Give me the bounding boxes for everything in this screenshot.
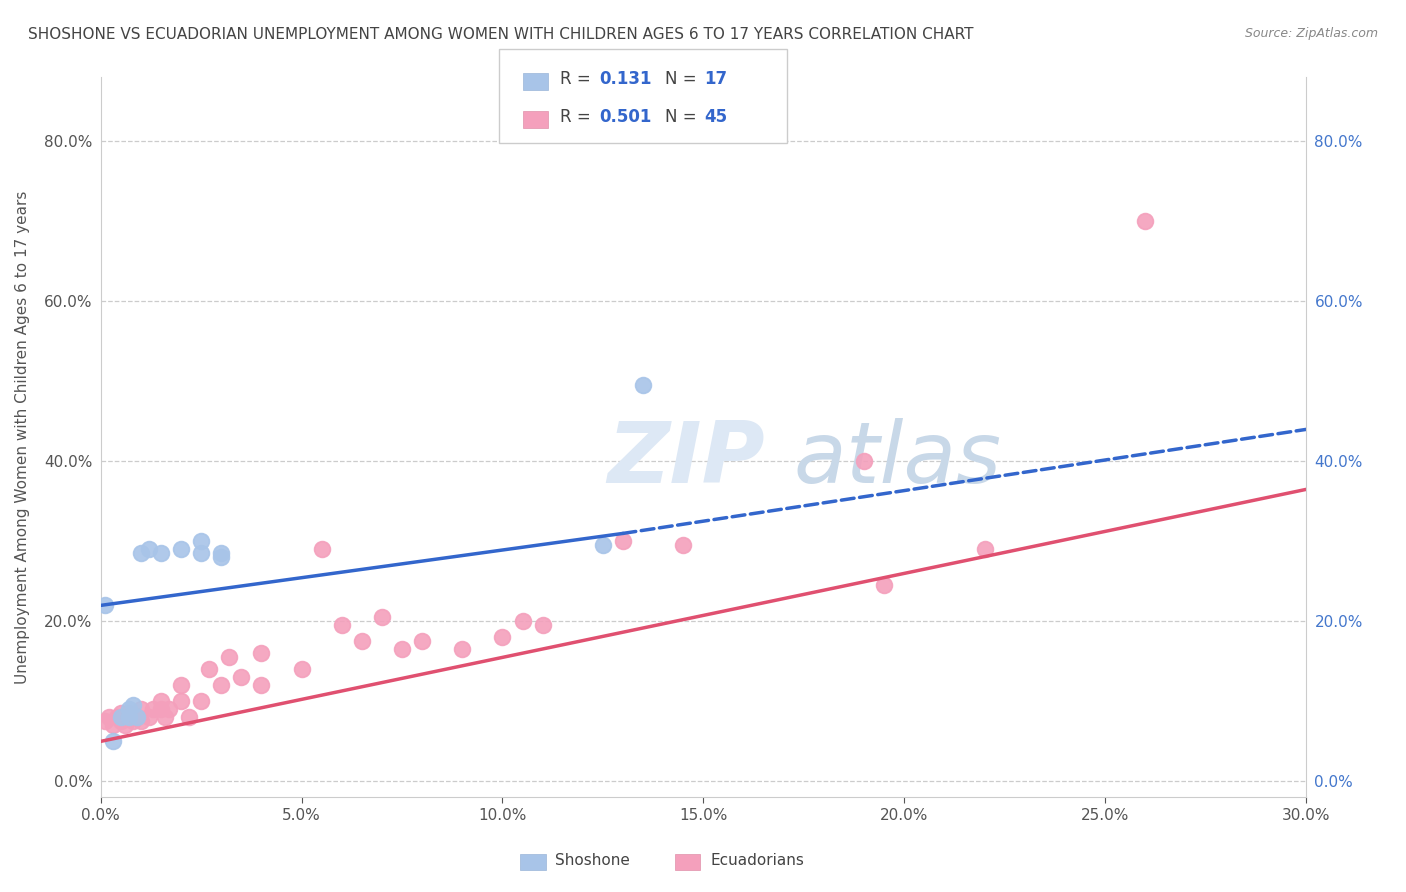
Text: R =: R =: [560, 108, 596, 126]
Text: atlas: atlas: [794, 417, 1002, 500]
Point: [110, 710, 132, 724]
Point: [150, 702, 173, 716]
Point: [118, 706, 141, 721]
Point: [101, 734, 124, 748]
Point: [592, 538, 614, 552]
Point: [250, 646, 273, 660]
Point: [190, 694, 212, 708]
Point: [391, 642, 413, 657]
Point: [110, 706, 132, 721]
Text: Shoshone: Shoshone: [555, 854, 630, 868]
Point: [631, 378, 654, 392]
Point: [218, 650, 240, 665]
Point: [110, 714, 132, 729]
Point: [371, 610, 394, 624]
Point: [138, 542, 160, 557]
Point: [97, 710, 120, 724]
Point: [170, 694, 193, 708]
Point: [101, 718, 124, 732]
Text: Source: ZipAtlas.com: Source: ZipAtlas.com: [1244, 27, 1378, 40]
Text: 17: 17: [704, 70, 727, 88]
Point: [198, 662, 221, 676]
Point: [311, 542, 333, 557]
Point: [612, 534, 634, 549]
Point: [451, 642, 474, 657]
Point: [250, 678, 273, 692]
Text: Ecuadorians: Ecuadorians: [710, 854, 804, 868]
Point: [231, 670, 253, 684]
Point: [150, 694, 173, 708]
Point: [209, 678, 232, 692]
Point: [118, 710, 141, 724]
Point: [93, 599, 115, 613]
Point: [973, 542, 995, 557]
Point: [118, 702, 141, 716]
Text: 0.501: 0.501: [599, 108, 651, 126]
Point: [121, 698, 143, 713]
Point: [125, 710, 148, 724]
Point: [1135, 214, 1157, 228]
Point: [129, 714, 152, 729]
Point: [125, 710, 148, 724]
Point: [873, 578, 896, 592]
Text: R =: R =: [560, 70, 596, 88]
Point: [491, 631, 513, 645]
Point: [672, 538, 695, 552]
Point: [150, 546, 173, 560]
Point: [105, 710, 128, 724]
Text: N =: N =: [665, 70, 702, 88]
Point: [121, 714, 143, 729]
Text: 45: 45: [704, 108, 727, 126]
Point: [157, 702, 180, 716]
Point: [531, 618, 554, 632]
Text: N =: N =: [665, 108, 702, 126]
Point: [411, 634, 433, 648]
Point: [209, 546, 232, 560]
Point: [153, 710, 176, 724]
Point: [190, 534, 212, 549]
Point: [129, 546, 152, 560]
Point: [512, 615, 534, 629]
Point: [190, 546, 212, 560]
Point: [179, 710, 201, 724]
Text: SHOSHONE VS ECUADORIAN UNEMPLOYMENT AMONG WOMEN WITH CHILDREN AGES 6 TO 17 YEARS: SHOSHONE VS ECUADORIAN UNEMPLOYMENT AMON…: [28, 27, 973, 42]
Y-axis label: Unemployment Among Women with Children Ages 6 to 17 years: Unemployment Among Women with Children A…: [15, 191, 30, 684]
Point: [170, 678, 193, 692]
Point: [142, 702, 165, 716]
Point: [138, 710, 160, 724]
Point: [129, 702, 152, 716]
Point: [114, 718, 136, 732]
Point: [291, 662, 314, 676]
Point: [853, 454, 876, 468]
Text: 0.131: 0.131: [599, 70, 651, 88]
Point: [93, 714, 115, 729]
Point: [350, 634, 373, 648]
Point: [330, 618, 353, 632]
Text: ZIP: ZIP: [607, 417, 765, 500]
Point: [170, 542, 193, 557]
Point: [209, 550, 232, 565]
